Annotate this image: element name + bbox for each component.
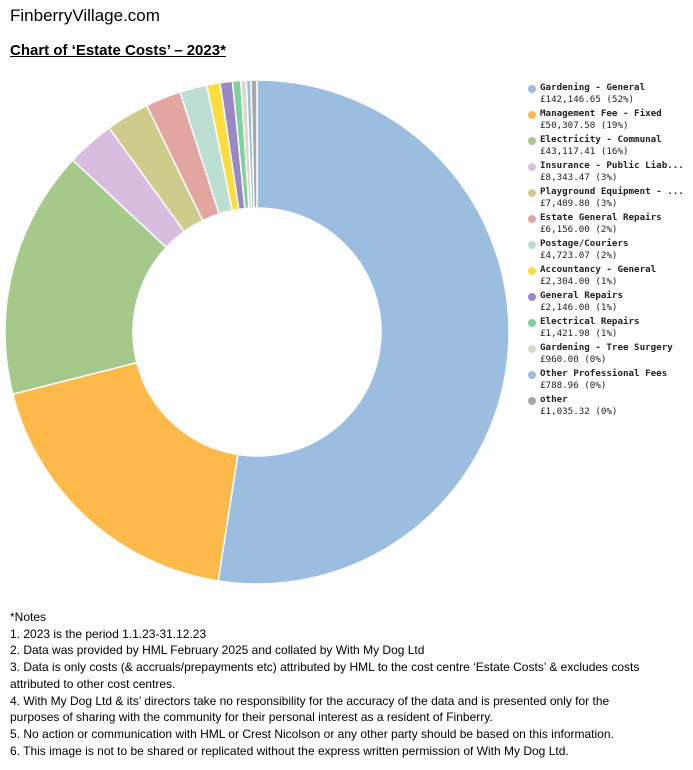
legend-label: Accountancy - General: [540, 264, 657, 275]
donut-slice: [250, 79, 258, 209]
legend-swatch: [528, 111, 536, 119]
legend-value: £1,421.98 (1%): [540, 328, 618, 339]
legend-item: Electricity - Communal £43,117.41 (16%): [528, 134, 693, 160]
legend-item: Insurance - Public Liab... £8,343.47 (3%): [528, 160, 693, 186]
legend-label: Management Fee - Fixed: [540, 108, 662, 119]
note-line: purposes of sharing with the community f…: [10, 710, 493, 725]
legend-value: £7,489.80 (3%): [540, 198, 618, 209]
legend-label: Gardening - Tree Surgery: [540, 342, 673, 353]
chart-legend: Gardening - General £142,146.65 (52%) Mana…: [528, 82, 693, 420]
donut-slice: [4, 159, 168, 396]
legend-label: General Repairs: [540, 290, 623, 301]
legend-value: £8,343.47 (3%): [540, 172, 618, 183]
legend-swatch: [528, 241, 536, 249]
legend-swatch: [528, 85, 536, 93]
donut-slice: [11, 361, 239, 582]
legend-label: Electricity - Communal: [540, 134, 662, 145]
legend-label: other: [540, 394, 568, 405]
legend-label: Insurance - Public Liab...: [540, 160, 684, 171]
legend-item: General Repairs £2,146.00 (1%): [528, 290, 693, 316]
legend-value: £142,146.65 (52%): [540, 94, 635, 105]
legend-value: £43,117.41 (16%): [540, 146, 629, 157]
legend-item: Management Fee - Fixed £50,307.50 (19%): [528, 108, 693, 134]
notes-section: *Notes 1. 2023 is the period 1.1.23-31.1…: [10, 609, 685, 759]
donut-chart: [4, 79, 510, 585]
note-line: 1. 2023 is the period 1.1.23-31.12.23: [10, 626, 207, 641]
legend-swatch: [528, 163, 536, 171]
legend-swatch: [528, 137, 536, 145]
legend-item: Postage/Couriers £4,723.07 (2%): [528, 238, 693, 264]
legend-item: Other Professional Fees £788.96 (0%): [528, 368, 693, 394]
note-line: attributed to other cost centres.: [10, 676, 176, 691]
legend-label: Gardening - General: [540, 82, 646, 93]
legend-value: £788.96 (0%): [540, 380, 607, 391]
legend-item: Electrical Repairs £1,421.98 (1%): [528, 316, 693, 342]
legend-label: Postage/Couriers: [540, 238, 629, 249]
legend-value: £50,307.50 (19%): [540, 120, 629, 131]
legend-swatch: [528, 319, 536, 327]
legend-value: £2,146.00 (1%): [540, 302, 618, 313]
legend-swatch: [528, 293, 536, 301]
legend-swatch: [528, 267, 536, 275]
legend-label: Estate General Repairs: [540, 212, 662, 223]
legend-item: Gardening - General £142,146.65 (52%): [528, 82, 693, 108]
legend-value: £4,723.07 (2%): [540, 250, 618, 261]
legend-label: Playground Equipment - ...: [540, 186, 684, 197]
legend-label: Other Professional Fees: [540, 368, 668, 379]
legend-item: Playground Equipment - ... £7,489.80 (3%): [528, 186, 693, 212]
legend-item: Accountancy - General £2,304.00 (1%): [528, 264, 693, 290]
legend-swatch: [528, 345, 536, 353]
legend-swatch: [528, 371, 536, 379]
note-line: 3. Data is only costs (& accruals/prepay…: [10, 660, 640, 675]
legend-value: £1,035.32 (0%): [540, 406, 618, 417]
legend-item: other £1,035.32 (0%): [528, 394, 693, 420]
legend-value: £2,304.00 (1%): [540, 276, 618, 287]
legend-item: Gardening - Tree Surgery £960.00 (0%): [528, 342, 693, 368]
legend-swatch: [528, 397, 536, 405]
note-line: 2. Data was provided by HML February 202…: [10, 643, 425, 658]
chart-title: Chart of ‘Estate Costs’ – 2023*: [10, 42, 226, 59]
legend-value: £6,156.00 (2%): [540, 224, 618, 235]
notes-heading: *Notes: [10, 610, 47, 624]
legend-swatch: [528, 215, 536, 223]
legend-item: Estate General Repairs £6,156.00 (2%): [528, 212, 693, 238]
note-line: 6. This image is not to be shared or rep…: [10, 743, 569, 758]
site-name: FinberryVillage.com: [10, 6, 160, 25]
legend-label: Electrical Repairs: [540, 316, 640, 327]
legend-value: £960.00 (0%): [540, 354, 607, 365]
note-line: 4. With My Dog Ltd & its’ directors take…: [10, 693, 610, 708]
donut-slice: [217, 79, 510, 585]
legend-swatch: [528, 189, 536, 197]
note-line: 5. No action or communication with HML o…: [10, 726, 614, 741]
